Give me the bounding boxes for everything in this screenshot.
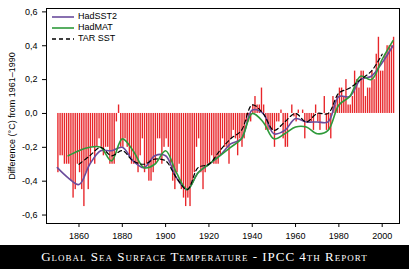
svg-text:1980: 1980 (329, 231, 349, 241)
svg-text:1940: 1940 (242, 231, 262, 241)
html-text:TAR SST: TAR SST (78, 33, 116, 43)
html-text:HadMAT: HadMAT (78, 22, 113, 32)
svg-text:1860: 1860 (69, 231, 89, 241)
svg-text:1960: 1960 (286, 231, 306, 241)
svg-text:-0,4: -0,4 (22, 176, 38, 186)
svg-text:1880: 1880 (112, 231, 132, 241)
svg-text:-0,2: -0,2 (22, 142, 38, 152)
svg-text:0,6: 0,6 (25, 7, 38, 17)
svg-text:0,4: 0,4 (25, 41, 38, 51)
html-text:HadSST2: HadSST2 (78, 11, 117, 21)
svg-text:-0,6: -0,6 (22, 210, 38, 220)
svg-text:1920: 1920 (199, 231, 219, 241)
html-text:Global Sea Surface Temperature: Global Sea Surface Temperature - IPCC 4t… (41, 249, 368, 264)
svg-text:2000: 2000 (372, 231, 392, 241)
svg-text:1900: 1900 (156, 231, 176, 241)
svg-text:Difference (°C) from 1961–1990: Difference (°C) from 1961–1990 (7, 52, 17, 180)
svg-text:0,2: 0,2 (25, 74, 38, 84)
svg-text:0,0: 0,0 (25, 108, 38, 118)
